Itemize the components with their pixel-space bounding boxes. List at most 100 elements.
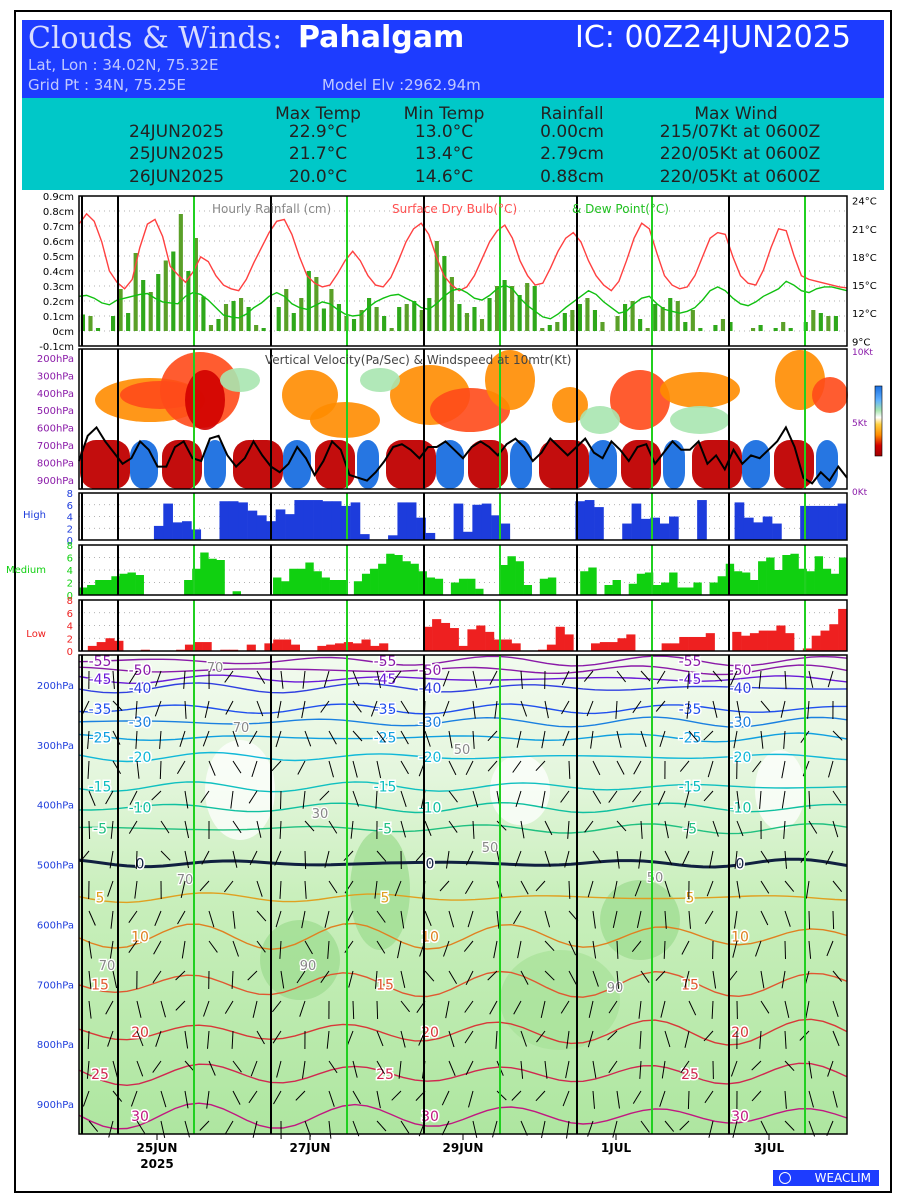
wind-barb	[632, 1090, 642, 1104]
rain-bar	[758, 325, 763, 331]
y-tick-label: 0cm	[52, 327, 74, 338]
wind-barb	[320, 970, 330, 983]
wind-barb	[130, 1090, 138, 1107]
cloud-bar	[294, 500, 305, 540]
cloud-bar	[370, 645, 380, 651]
vv-blob	[552, 387, 588, 423]
legend-entry: Hourly Rainfall (cm)	[212, 202, 331, 216]
cloud-bar	[192, 568, 201, 595]
cloud-bar	[829, 624, 839, 651]
time-axis: 25JUN 27JUN 29JUN 1JUL 3JUL 2025	[137, 1134, 784, 1171]
wind-barb	[616, 1090, 620, 1109]
temperature-contour	[78, 655, 848, 667]
row-max-wind: 215/07Kt at 0600Z	[659, 122, 821, 142]
wind-barb	[376, 1060, 385, 1075]
title-prefix: Clouds & Winds:	[28, 21, 283, 56]
rain-bar	[299, 298, 304, 331]
wind-barb	[704, 910, 714, 924]
cloud-bar	[612, 580, 621, 595]
cloud-bar	[370, 568, 379, 595]
wind-barb	[274, 850, 282, 866]
cloud-bar	[184, 580, 193, 595]
wind-barb	[664, 1030, 671, 1048]
wind-barb	[88, 910, 96, 926]
cloud-bar	[95, 580, 104, 595]
rain-bar	[321, 308, 326, 331]
cloud-bar	[352, 643, 362, 651]
cloud-bar	[418, 571, 427, 595]
cloud-bar	[247, 510, 258, 540]
wind-barb	[663, 940, 666, 959]
rain-bar	[638, 319, 643, 331]
cloud-bar	[425, 532, 436, 540]
y-tick-label: 18°C	[852, 253, 877, 264]
cloud-bar	[386, 553, 395, 595]
y-tick-label: 300hPa	[37, 741, 74, 752]
cloud-bar	[741, 635, 751, 651]
rain-bar	[532, 286, 537, 331]
cloud-bar	[767, 630, 777, 651]
cloud-bar	[733, 571, 743, 595]
cloud-bar	[337, 580, 347, 595]
wind-barb	[487, 730, 498, 742]
vv-column	[692, 440, 742, 489]
cloud-bar	[837, 503, 848, 540]
wind-barb	[320, 700, 330, 713]
cloud-bar	[828, 505, 838, 540]
temperature-contour	[78, 1062, 848, 1087]
contour-label: 25	[376, 1067, 394, 1083]
contour-label: -25	[374, 731, 397, 747]
rain-bar	[216, 319, 221, 331]
cloud-bar	[184, 644, 195, 651]
cloud-bar	[476, 625, 486, 651]
wind-barb	[232, 760, 242, 774]
wind-barb	[376, 1090, 381, 1109]
wind-barb	[732, 1120, 738, 1138]
wind-barb	[112, 1060, 118, 1078]
cloud-bar	[361, 573, 371, 595]
wind-barb	[324, 910, 330, 928]
wind-barb	[232, 1090, 241, 1105]
cloud-bar	[575, 501, 586, 540]
rain-bar	[382, 316, 387, 331]
wind-barb	[391, 1090, 402, 1101]
wind-barb	[562, 730, 570, 747]
rh-label: 70	[177, 873, 194, 888]
wind-barb	[208, 1060, 216, 1076]
rain-bar	[156, 274, 161, 331]
wind-barb	[732, 940, 738, 958]
contour-label: 15	[681, 977, 699, 993]
rain-bar	[788, 328, 793, 331]
wind-barb	[730, 1060, 738, 1077]
rh-blob	[600, 880, 680, 960]
wind-barb	[784, 670, 787, 689]
wind-barb	[204, 700, 210, 719]
wind-barb	[760, 1120, 769, 1136]
rain-bar	[246, 307, 251, 331]
wind-barb	[134, 880, 138, 899]
wind-barb	[256, 910, 267, 922]
contour-label: -5	[93, 822, 107, 838]
wind-barb	[587, 880, 594, 898]
rain-bar	[261, 328, 266, 331]
contour-label: 5	[686, 890, 695, 906]
wind-barb	[348, 970, 354, 988]
rh-label: 50	[647, 871, 664, 886]
rain-bar	[592, 310, 598, 331]
winds-temperature-panel: -55 -55 -55-50 -50 -50-45 -45 -45-40 -40 -40-35-…	[37, 652, 848, 1140]
contour-label: 0	[136, 856, 145, 872]
wind-barb	[302, 670, 306, 689]
wind-barb	[352, 1000, 355, 1020]
panel-label: Low	[26, 629, 46, 640]
contour-label: 20	[131, 1025, 149, 1041]
wind-barb	[687, 1090, 690, 1110]
cloud-bar	[394, 555, 403, 595]
wind-barb	[279, 880, 282, 899]
wind-barb	[273, 1090, 282, 1105]
wind-barb	[128, 910, 138, 923]
y-tick-label: 4	[67, 566, 73, 577]
cloud-bar	[709, 582, 718, 595]
vv-blob	[185, 370, 225, 430]
wind-barb	[400, 1120, 410, 1134]
cloud-bar	[423, 626, 433, 651]
